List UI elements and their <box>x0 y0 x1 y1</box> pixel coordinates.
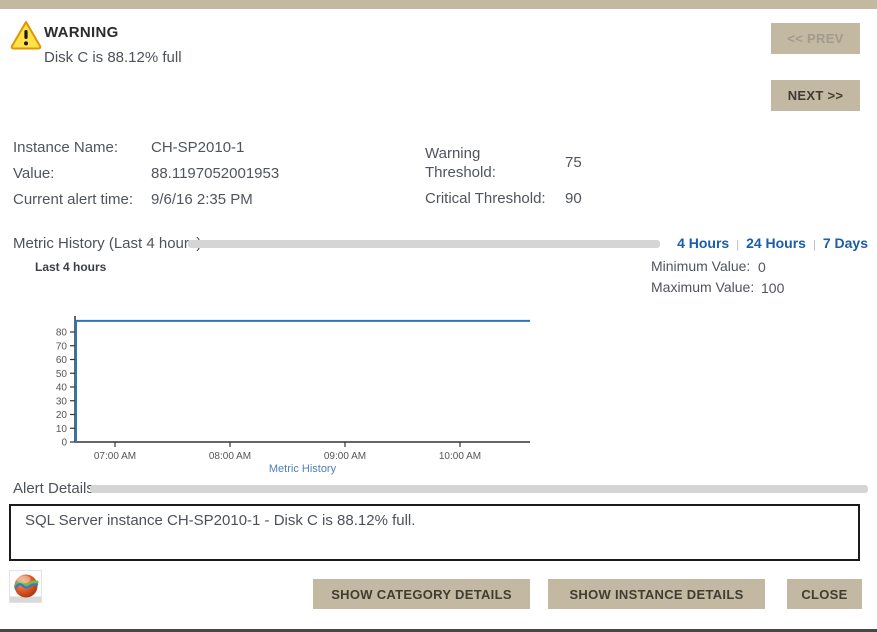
show-instance-details-button[interactable]: SHOW INSTANCE DETAILS <box>548 579 765 609</box>
minimum-value: 0 <box>758 259 766 275</box>
range-link-7-days[interactable]: 7 Days <box>822 235 868 251</box>
chart-title: Last 4 hours <box>35 260 107 274</box>
alert-summary-text: Disk C is 88.12% full <box>44 49 182 66</box>
warning-triangle-icon <box>10 20 42 50</box>
svg-text:70: 70 <box>56 341 68 352</box>
svg-text:07:00 AM: 07:00 AM <box>94 451 136 462</box>
time-range-links: 4 Hours | 24 Hours | 7 Days <box>677 235 868 251</box>
alert-details-separator <box>90 485 868 493</box>
show-category-details-button[interactable]: SHOW CATEGORY DETAILS <box>313 579 530 609</box>
severity-title: WARNING <box>44 24 119 41</box>
alert-details-section-label: Alert Details <box>13 480 94 497</box>
maximum-value-label: Maximum Value: <box>651 279 755 295</box>
metric-history-separator <box>188 240 660 248</box>
alert-time-value: 9/6/16 2:35 PM <box>151 191 253 208</box>
alert-details-text: SQL Server instance CH-SP2010-1 - Disk C… <box>25 512 416 529</box>
instance-name-label: Instance Name: <box>13 139 119 156</box>
value-label: Value: <box>13 165 55 182</box>
svg-text:40: 40 <box>56 383 68 394</box>
range-separator: | <box>736 239 740 251</box>
chart-legend-label: Metric History <box>268 463 337 475</box>
svg-text:09:00 AM: 09:00 AM <box>324 451 366 462</box>
minimum-value-label: Minimum Value: <box>651 258 751 274</box>
svg-text:30: 30 <box>56 396 68 407</box>
warning-threshold-label: Warning Threshold: <box>425 145 496 181</box>
metric-history-section-label: Metric History (Last 4 hours) <box>13 235 202 252</box>
top-accent-bar <box>0 0 877 9</box>
value-value: 88.1197052001953 <box>151 165 280 182</box>
svg-text:0: 0 <box>61 438 67 449</box>
alert-details-box: SQL Server instance CH-SP2010-1 - Disk C… <box>9 504 860 561</box>
critical-threshold-value: 90 <box>565 190 582 207</box>
svg-text:20: 20 <box>56 410 68 421</box>
metric-history-chart: 0 10 20 30 40 50 60 70 80 07:00 AM 08:00 AM 09:00 A… <box>56 316 530 462</box>
svg-text:10:00 AM: 10:00 AM <box>439 451 481 462</box>
close-button[interactable]: CLOSE <box>787 579 862 609</box>
svg-text:80: 80 <box>56 328 68 339</box>
svg-text:10: 10 <box>56 424 68 435</box>
instance-name-value: CH-SP2010-1 <box>151 139 245 156</box>
critical-threshold-label: Critical Threshold: <box>425 190 546 207</box>
alert-time-label: Current alert time: <box>13 191 134 208</box>
metric-chart-app-icon[interactable] <box>9 570 42 603</box>
svg-text:08:00 AM: 08:00 AM <box>209 451 251 462</box>
warning-threshold-value: 75 <box>565 154 582 171</box>
prev-button[interactable]: << PREV <box>771 23 860 54</box>
range-link-24-hours[interactable]: 24 Hours <box>746 235 806 251</box>
svg-text:50: 50 <box>56 369 68 380</box>
maximum-value: 100 <box>761 280 785 296</box>
orange-sphere-chart-icon <box>14 574 39 598</box>
bottom-edge-bar <box>0 629 877 632</box>
range-separator: | <box>812 239 816 251</box>
next-button[interactable]: NEXT >> <box>771 80 860 111</box>
range-link-4-hours[interactable]: 4 Hours <box>677 235 730 251</box>
svg-text:60: 60 <box>56 355 68 366</box>
